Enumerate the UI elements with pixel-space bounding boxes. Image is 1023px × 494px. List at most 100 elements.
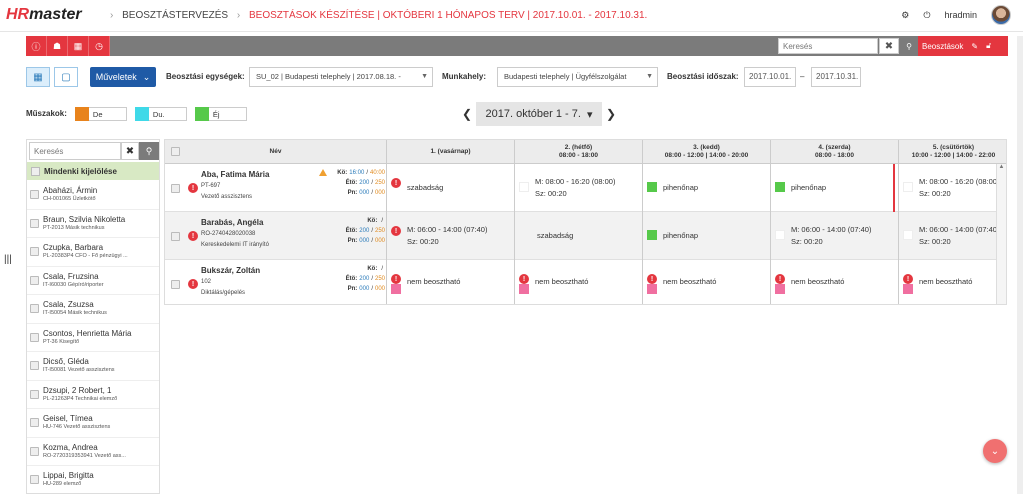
week-select[interactable]: 2017. október 1 - 7. ▾ (476, 102, 602, 126)
list-item[interactable]: Czupka, Barbara PL-20383P4 CFO - Fő pénzü… (27, 238, 159, 267)
clear-icon[interactable]: ✖ (879, 38, 899, 54)
row-checkbox[interactable] (171, 280, 180, 289)
date-to-input[interactable]: 2017.10.31. (811, 67, 861, 87)
list-item[interactable]: Kozma, Andrea RO-2720319353941 Vezető ass… (27, 438, 159, 466)
employee-search-input[interactable]: Keresés (29, 142, 121, 160)
list-item[interactable]: Dicső, Gléda IT-I50081 Vezető asszisztens (27, 352, 159, 381)
stat-value: 250 (374, 276, 385, 282)
list-item[interactable]: Braun, Szilvia Nikoletta PT-2013 Másik te… (27, 210, 159, 238)
clock-icon[interactable]: ◷ (89, 36, 110, 56)
toolbar-search-input[interactable]: Keresés (778, 38, 878, 54)
list-item[interactable]: Csontos, Henrietta Mária PT-36 Kisegítő (27, 324, 159, 352)
day-cell[interactable]: szabadság (515, 212, 643, 260)
list-item[interactable]: Csala, Zsuzsa IT-I50054 Másik technikus (27, 295, 159, 324)
search-icon[interactable]: ⚲ (139, 142, 159, 160)
list-item[interactable]: Dzsupi, 2 Robert, 1 PL-21263P4 Technikai … (27, 381, 159, 409)
units-select[interactable]: SU_02 | Budapesti telephely | 2017.08.18… (249, 67, 433, 87)
scroll-top-button[interactable]: ⌄ (983, 439, 1007, 463)
employee-cell[interactable]: ! Aba, Fatima Mária PT-697 Vezető assziszte… (165, 164, 387, 212)
table-row[interactable]: ! Bukszár, Zoltán 102 Diktálás/gépelés Kö: / É… (165, 260, 1006, 304)
list-item[interactable]: Geisel, Tímea HU-746 Vezető asszisztens (27, 409, 159, 438)
employee-checkbox[interactable] (30, 218, 39, 228)
employee-checkbox[interactable] (30, 475, 39, 485)
grid-scrollbar[interactable]: ▲ (996, 164, 1006, 304)
day-cell[interactable]: pihenőnap (643, 212, 771, 260)
single-day-view-button[interactable]: ▢ (54, 67, 78, 87)
search-icon[interactable]: ⚲ (906, 41, 912, 51)
name-column-header[interactable]: Név (165, 140, 387, 164)
header-checkbox[interactable] (171, 147, 180, 156)
employee-checkbox[interactable] (30, 304, 39, 314)
list-item[interactable]: Csala, Fruzsina IT-I60030 Gépíró/riporter (27, 267, 159, 295)
next-week-icon[interactable]: ❯ (605, 107, 617, 121)
avatar[interactable] (991, 5, 1011, 25)
list-item[interactable]: Lippai, Brigitta HU-289 elemző (27, 466, 159, 493)
row-checkbox[interactable] (171, 184, 180, 193)
row-checkbox[interactable] (171, 232, 180, 241)
workplace-select[interactable]: Budapesti telephely | Ügyfélszolgálat ▼ (497, 67, 658, 87)
day-cell[interactable]: M: 08:00 - 16:20 (08:00) Sz: 00:20 (899, 164, 1006, 212)
alert-icon[interactable]: ! (188, 231, 198, 241)
day-cell[interactable]: pihenőnap (643, 164, 771, 212)
day-cell[interactable]: M: 06:00 - 14:00 (07:40) Sz: 00:20 (771, 212, 899, 260)
employee-checkbox[interactable] (30, 247, 39, 257)
employee-checkbox[interactable] (30, 361, 39, 371)
day-cell[interactable]: pihenőnap (771, 164, 899, 212)
employee-checkbox[interactable] (30, 389, 39, 399)
gear-icon[interactable]: ⚙ (901, 9, 910, 20)
alert-icon[interactable]: ! (188, 279, 198, 289)
employee-checkbox[interactable] (30, 446, 39, 456)
employee-cell[interactable]: ! Bukszár, Zoltán 102 Diktálás/gépelés Kö: / É… (165, 260, 387, 304)
warning-icon[interactable] (319, 169, 327, 176)
stat-label: Pn: (347, 238, 358, 244)
list-item[interactable]: Abaházi, Ármin CH-001065 Üzletkötő (27, 181, 159, 210)
alert-icon[interactable]: ! (391, 178, 401, 188)
employee-sub: HU-289 elemző (43, 481, 82, 488)
shift-chip-ej[interactable]: Éj (194, 106, 247, 121)
prev-week-icon[interactable]: ❮ (461, 107, 473, 121)
users-icon[interactable]: ☗ (47, 36, 68, 56)
select-all-row[interactable]: Mindenki kijelölése (27, 162, 159, 180)
breadcrumb-item-1[interactable]: BEOSZTÁSTERVEZÉS (122, 10, 229, 21)
page-scrollbar[interactable] (1017, 36, 1023, 494)
edit-icon[interactable]: ✎ (971, 41, 979, 51)
day-cell[interactable]: ! nem beosztható (515, 260, 643, 304)
alert-icon[interactable]: ! (647, 274, 657, 284)
calendar-view-button[interactable]: ▦ (26, 67, 50, 87)
day-cell[interactable]: ! nem beosztható (899, 260, 1006, 304)
employee-checkbox[interactable] (30, 190, 39, 200)
employee-cell[interactable]: ! Barabás, Angéla RO-2740428020038 Keresked… (165, 212, 387, 260)
select-all-checkbox[interactable] (31, 166, 40, 176)
employee-checkbox[interactable] (30, 275, 39, 285)
day-cell[interactable]: ! nem beosztható (387, 260, 515, 304)
schedules-button[interactable]: Beosztások ✎ 🔓︎ (918, 36, 1008, 56)
employee-checkbox[interactable] (30, 418, 39, 428)
shift-chip-du[interactable]: Du. (134, 106, 187, 121)
info-icon[interactable]: ⓘ (26, 36, 47, 56)
alert-icon[interactable]: ! (519, 274, 529, 284)
power-icon[interactable]: ⏻ (923, 9, 931, 20)
day-cell[interactable]: ! nem beosztható (643, 260, 771, 304)
day-cell[interactable]: M: 06:00 - 14:00 (07:40) Sz: 00:20 (899, 212, 1006, 260)
clear-icon[interactable]: ✖ (121, 142, 139, 160)
day-cell[interactable]: ! szabadság (387, 164, 515, 212)
alert-icon[interactable]: ! (188, 183, 198, 193)
app-logo[interactable]: HRmaster (6, 6, 82, 23)
alert-icon[interactable]: ! (775, 274, 785, 284)
day-cell[interactable]: ! nem beosztható (771, 260, 899, 304)
unlock-icon[interactable]: 🔓︎ (986, 41, 992, 50)
table-row[interactable]: ! Aba, Fatima Mária PT-697 Vezető assziszte… (165, 164, 1006, 212)
date-from-input[interactable]: 2017.10.01. (744, 67, 796, 87)
alert-icon[interactable]: ! (391, 274, 401, 284)
operations-button[interactable]: Műveletek ⌄ (90, 67, 156, 87)
grid-icon[interactable]: ▦ (68, 36, 89, 56)
sidebar-toggle-icon[interactable]: ||| (4, 254, 12, 265)
shift-chip-de[interactable]: De (74, 106, 127, 121)
alert-icon[interactable]: ! (391, 226, 401, 236)
table-row[interactable]: ! Barabás, Angéla RO-2740428020038 Keresked… (165, 212, 1006, 260)
alert-icon[interactable]: ! (903, 274, 913, 284)
employee-checkbox[interactable] (30, 332, 39, 342)
day-cell[interactable]: ! M: 06:00 - 14:00 (07:40) Sz: 00:20 (387, 212, 515, 260)
username[interactable]: hradmin (944, 10, 977, 20)
day-cell[interactable]: M: 08:00 - 16:20 (08:00) Sz: 00:20 (515, 164, 643, 212)
